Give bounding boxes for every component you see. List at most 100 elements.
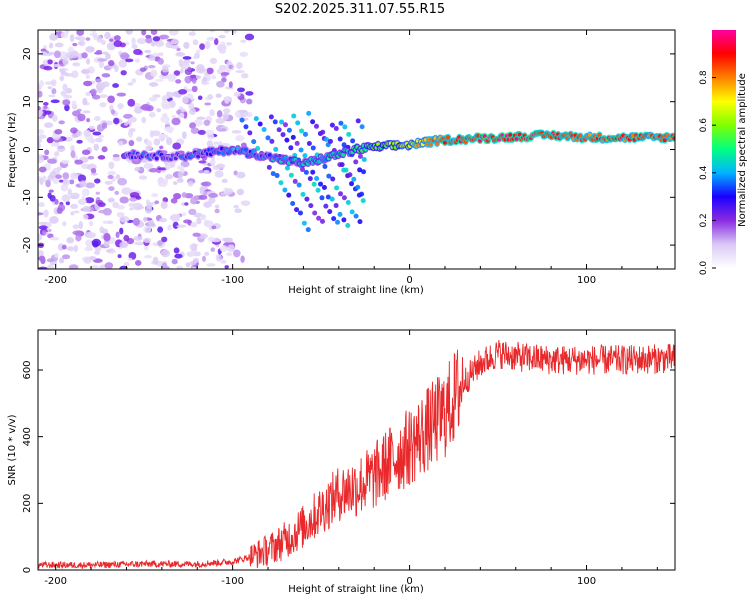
spectrogram-x-tick-label: 100: [577, 275, 596, 286]
noise-blob: [46, 264, 54, 269]
streak-blob: [323, 203, 329, 209]
noise-blob: [72, 230, 83, 236]
figure-title: S202.2025.311.07.55.R15: [274, 2, 446, 17]
streak-blob: [310, 145, 316, 151]
streak-blob: [355, 184, 361, 190]
noise-blob: [94, 116, 101, 122]
noise-blob: [79, 180, 87, 188]
noise-blob: [105, 53, 111, 60]
noise-blob: [193, 251, 201, 257]
noise-blob: [218, 48, 226, 54]
noise-blob: [156, 108, 162, 113]
noise-blob: [56, 145, 66, 153]
noise-blob: [48, 51, 55, 56]
noise-blob: [171, 258, 178, 265]
noise-blob: [214, 208, 220, 214]
noise-blob: [213, 141, 220, 145]
noise-blob: [197, 129, 206, 136]
streak-blob: [239, 117, 245, 123]
noise-blob: [60, 31, 69, 39]
noise-blob: [143, 244, 149, 251]
noise-blob: [60, 183, 69, 192]
noise-blob: [235, 69, 245, 74]
streak-blob: [269, 138, 275, 144]
noise-blob: [204, 102, 212, 106]
noise-blob: [97, 155, 106, 160]
streak-blob: [284, 137, 290, 143]
noise-blob: [70, 150, 76, 159]
noise-blob: [148, 111, 156, 118]
noise-blob: [200, 181, 209, 186]
noise-blob: [38, 212, 44, 216]
streak-blob: [361, 156, 367, 162]
colorbar-tick-label: 0.0: [699, 261, 709, 276]
noise-blob: [108, 161, 115, 170]
noise-blob: [92, 131, 102, 136]
streak-blob: [333, 203, 339, 209]
noise-blob: [129, 191, 140, 198]
noise-blob: [119, 265, 128, 269]
colorbar-tick-label: 0.2: [699, 213, 709, 227]
noise-blob: [202, 77, 208, 82]
noise-blob: [226, 42, 232, 46]
noise-blob: [207, 133, 215, 140]
streak-blob: [325, 194, 331, 200]
noise-blob: [54, 151, 60, 157]
noise-blob: [61, 194, 71, 202]
streak-blob: [343, 167, 349, 173]
noise-blob: [236, 171, 246, 179]
noise-blob: [209, 57, 218, 64]
noise-blob: [157, 226, 164, 233]
noise-blob: [93, 259, 103, 263]
streak-blob: [280, 132, 286, 138]
noise-blob: [88, 220, 94, 226]
noise-blob: [190, 243, 197, 250]
streak-blob: [338, 120, 344, 126]
noise-blob: [245, 98, 253, 105]
noise-blob: [56, 166, 62, 171]
noise-blob: [70, 192, 80, 198]
noise-blob: [58, 120, 65, 125]
noise-blob: [150, 69, 158, 77]
noise-blob: [91, 264, 99, 269]
snr-y-label: SNR (10 * v/v): [7, 414, 18, 485]
streak-blob: [341, 195, 347, 201]
noise-blob: [41, 175, 47, 183]
streak-blob: [326, 173, 332, 179]
noise-blob: [173, 181, 178, 185]
noise-blob: [70, 127, 78, 134]
streak-blob: [347, 172, 353, 178]
noise-blob: [221, 77, 227, 83]
spectrogram-y-tick-label: -10: [22, 189, 33, 205]
noise-blob: [82, 97, 88, 105]
noise-blob: [72, 62, 81, 67]
noise-blob: [221, 178, 228, 183]
streak-blob: [274, 173, 280, 179]
spectrogram-x-tick-label: -200: [44, 275, 67, 286]
noise-blob: [185, 262, 191, 268]
noise-blob: [215, 93, 222, 98]
noise-blob: [101, 122, 108, 129]
noise-blob: [98, 209, 108, 214]
noise-blob: [107, 197, 115, 203]
noise-blob: [38, 90, 43, 98]
noise-blob: [160, 201, 168, 209]
snr-frame: [37, 329, 676, 571]
noise-blob: [192, 39, 199, 46]
streak-blob: [304, 196, 310, 202]
noise-blob: [208, 193, 219, 198]
noise-blob: [84, 246, 94, 252]
noise-blob: [113, 117, 120, 125]
noise-blob: [147, 218, 155, 227]
noise-blob: [175, 79, 182, 84]
streak-blob: [322, 163, 328, 169]
noise-blob: [38, 166, 47, 173]
noise-blob: [216, 80, 225, 88]
trace-point: [341, 152, 346, 157]
noise-blob: [198, 194, 208, 200]
streak-blob: [286, 192, 292, 198]
noise-blob: [125, 30, 133, 35]
noise-blob: [164, 162, 171, 171]
noise-blob: [81, 149, 91, 156]
